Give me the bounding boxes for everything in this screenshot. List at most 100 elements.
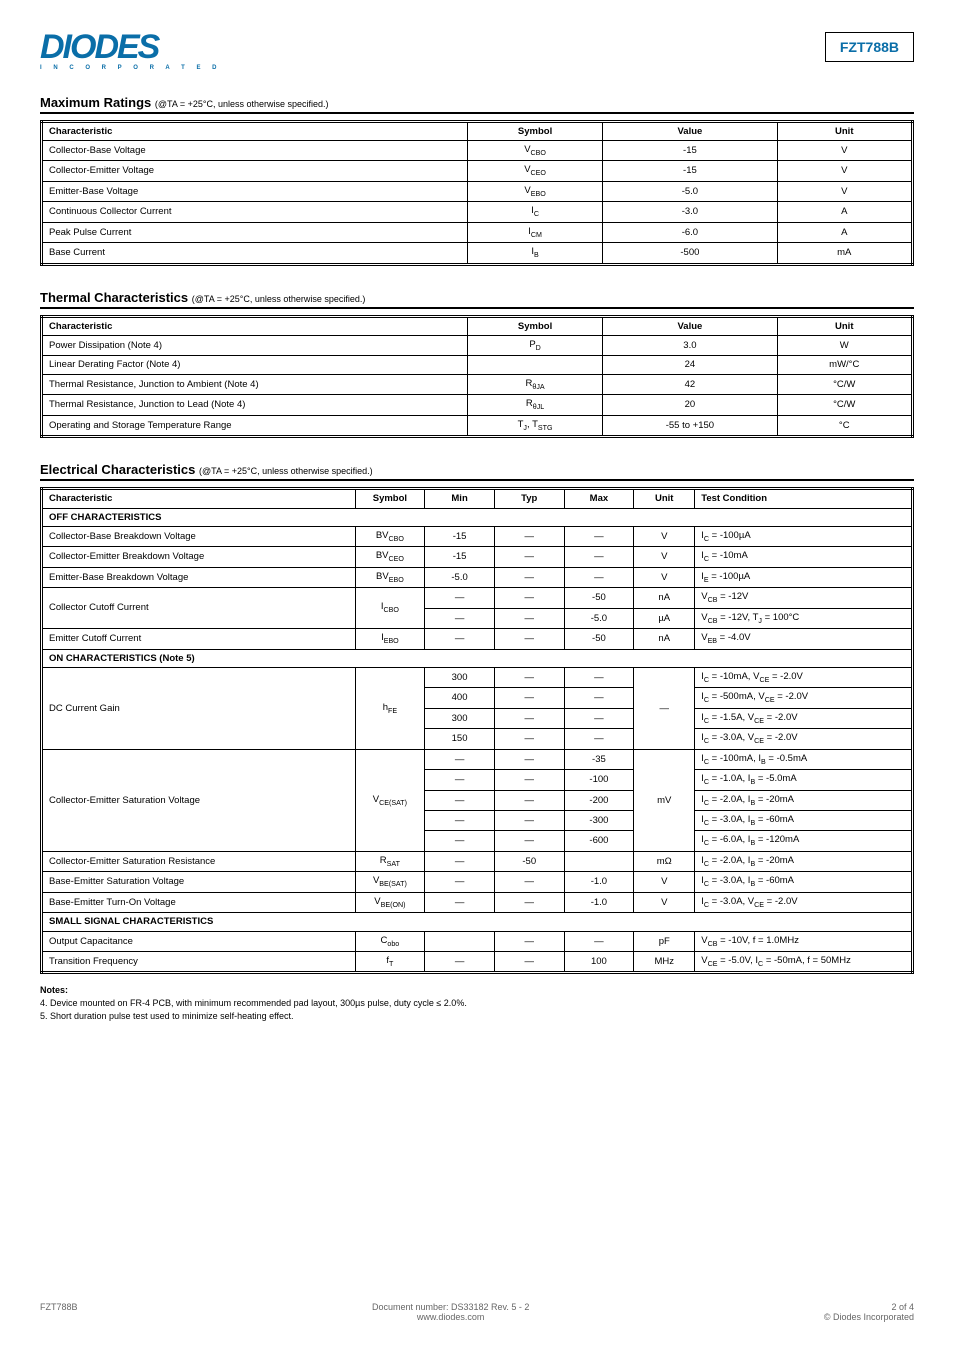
cell-typ: — [494,952,564,973]
cell-unit: V [634,547,695,567]
cell-unit: V [634,567,695,587]
cell-unit: mW/°C [777,356,913,374]
cell-cond: IC = -3.0A, IB = -60mA [695,872,913,892]
cell-typ: — [494,526,564,546]
cell-unit: W [777,336,913,356]
electrical-subtitle: (@TA = +25°C, unless otherwise specified… [199,466,373,476]
col-characteristic: Characteristic [42,489,356,508]
cell-unit: °C/W [777,374,913,394]
table-row: Base-Emitter Turn-On VoltageVBE(ON)——-1.… [42,892,913,912]
cell-max: — [564,547,634,567]
cell-symbol: Cobo [355,931,425,951]
cell-min: 150 [425,729,495,749]
cell-min: 400 [425,688,495,708]
cell-max: -100 [564,770,634,790]
footer-docnum: Document number: DS33182 Rev. 5 - 2 [78,1302,824,1312]
cell-value: -3.0 [603,202,777,222]
table-header-row: Characteristic Symbol Min Typ Max Unit T… [42,489,913,508]
table-row: Collector-Base Breakdown VoltageBVCBO-15… [42,526,913,546]
cell-symbol: PD [467,336,602,356]
cell-char: Transition Frequency [42,952,356,973]
part-number-box: FZT788B [825,32,914,62]
table-row: Collector-Base VoltageVCBO-15V [42,140,913,160]
cell-cond: IC = -3.0A, VCE = -2.0V [695,729,913,749]
cell-value: -55 to +150 [603,415,777,436]
cell-cond: IC = -10mA, VCE = -2.0V [695,667,913,687]
table-row: Operating and Storage Temperature RangeT… [42,415,913,436]
cell-unit: MHz [634,952,695,973]
cell-max: 100 [564,952,634,973]
table-row: Emitter-Base Breakdown VoltageBVEBO-5.0—… [42,567,913,587]
cell-typ: — [494,831,564,851]
cell-unit: µA [634,608,695,628]
cell-unit: pF [634,931,695,951]
electrical-table: Characteristic Symbol Min Typ Max Unit T… [40,487,914,974]
col-unit: Unit [777,316,913,335]
cell-cond: VCE = -5.0V, IC = -50mA, f = 50MHz [695,952,913,973]
cell-min: -15 [425,547,495,567]
cell-unit: °C/W [777,395,913,415]
table-row: Collector Cutoff CurrentICBO——-50nAVCB =… [42,588,913,608]
electrical-title: Electrical Characteristics [40,462,195,477]
cell-max: — [564,688,634,708]
footer-copyright: © Diodes Incorporated [824,1312,914,1322]
cell-char: Emitter Cutoff Current [42,629,356,649]
cell-min: — [425,872,495,892]
table-row: Peak Pulse CurrentICM-6.0A [42,222,913,242]
cell-max: -300 [564,811,634,831]
cell-symbol [467,356,602,374]
cell-min: — [425,749,495,769]
cell-max: — [564,931,634,951]
table-header-row: Characteristic Symbol Value Unit [42,121,913,140]
cell-min: 300 [425,667,495,687]
table-section-header: ON CHARACTERISTICS (Note 5) [42,649,913,667]
cell-unit: V [634,872,695,892]
cell-max: — [564,526,634,546]
cell-min: — [425,770,495,790]
cell-max: — [564,729,634,749]
table-row: Thermal Resistance, Junction to Ambient … [42,374,913,394]
cell-cond: IC = -10mA [695,547,913,567]
cell-symbol: VBE(ON) [355,892,425,912]
cell-unit: V [777,140,913,160]
table-row: Linear Derating Factor (Note 4)24mW/°C [42,356,913,374]
cell-max: -5.0 [564,608,634,628]
cell-min: — [425,608,495,628]
cell-typ: — [494,588,564,608]
cell-max: -35 [564,749,634,769]
cell-symbol: VEBO [467,181,602,201]
thermal-subtitle: (@TA = +25°C, unless otherwise specified… [192,294,366,304]
cell-cond: VCB = -10V, f = 1.0MHz [695,931,913,951]
cell-unit: A [777,202,913,222]
cell-unit: V [777,161,913,181]
cell-min: — [425,892,495,912]
cell-cond: IC = -500mA, VCE = -2.0V [695,688,913,708]
cell-char: Emitter-Base Voltage [42,181,468,201]
table-row: Transition FrequencyfT——100MHzVCE = -5.0… [42,952,913,973]
cell-max: -1.0 [564,872,634,892]
table-row: Collector-Emitter Breakdown VoltageBVCEO… [42,547,913,567]
cell-unit: — [634,667,695,749]
cell-unit: nA [634,588,695,608]
cell-min: — [425,851,495,871]
table-row: DC Current GainhFE300———IC = -10mA, VCE … [42,667,913,687]
cell-char: Collector-Emitter Voltage [42,161,468,181]
cell-char: Collector-Emitter Saturation Resistance [42,851,356,871]
cell-cond: IC = -1.5A, VCE = -2.0V [695,708,913,728]
table-row: Emitter-Base VoltageVEBO-5.0V [42,181,913,201]
cell-symbol: IB [467,243,602,264]
cell-max: -1.0 [564,892,634,912]
table-row: Emitter Cutoff CurrentIEBO——-50nAVEB = -… [42,629,913,649]
cell-max: -600 [564,831,634,851]
cell-min: — [425,629,495,649]
cell-char: Power Dissipation (Note 4) [42,336,468,356]
col-unit: Unit [634,489,695,508]
cell-value: -5.0 [603,181,777,201]
cell-symbol: BVCEO [355,547,425,567]
col-value: Value [603,316,777,335]
table-row: Power Dissipation (Note 4)PD3.0W [42,336,913,356]
table-row: Base-Emitter Saturation VoltageVBE(SAT)—… [42,872,913,892]
cell-min: — [425,952,495,973]
electrical-section: Electrical Characteristics (@TA = +25°C,… [40,462,914,974]
cell-char: Collector-Base Breakdown Voltage [42,526,356,546]
